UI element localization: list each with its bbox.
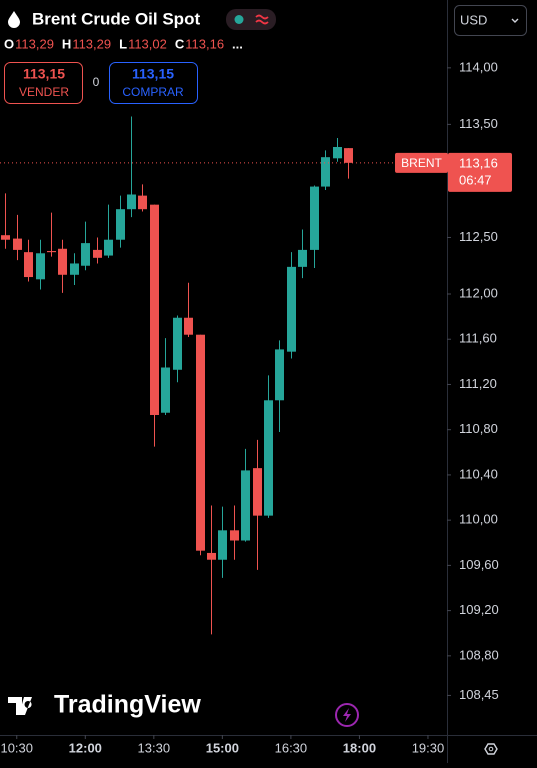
y-tick-label: 110,80 <box>459 421 498 436</box>
ohlc-key: O <box>4 36 14 51</box>
y-tick-label: 112,00 <box>459 285 498 300</box>
candle-body <box>253 468 262 516</box>
ohlc-value: 113,02 <box>128 36 167 51</box>
status-pill[interactable] <box>226 9 276 30</box>
lightning-button[interactable] <box>335 703 359 727</box>
symbol-tag <box>395 152 448 173</box>
candle-body <box>310 186 319 250</box>
settings-icon <box>488 746 494 752</box>
candle-body <box>264 400 273 516</box>
candle-body <box>173 317 182 370</box>
spread: 0 <box>93 75 100 89</box>
candle-body <box>184 317 193 335</box>
x-tick-label: 12:00 <box>69 740 102 755</box>
symbol-title: Brent Crude Oil Spot <box>32 9 200 28</box>
candle-body <box>321 157 330 187</box>
y-tick-label: 110,00 <box>459 512 498 527</box>
buy-button[interactable] <box>109 62 198 104</box>
candle-body <box>241 470 250 541</box>
candle-body <box>1 235 10 240</box>
y-tick-label: 108,80 <box>459 647 499 662</box>
y-tick-label: 109,20 <box>459 602 499 617</box>
candles <box>1 116 353 635</box>
last-price-tag <box>448 152 512 192</box>
candle-body <box>218 530 227 560</box>
candle-body <box>150 204 159 415</box>
buy-label: COMPRAR <box>122 85 184 99</box>
y-tick-label: 110,40 <box>459 466 498 481</box>
ohlc-key: L <box>119 36 127 51</box>
candle-body <box>207 552 216 560</box>
candle-body <box>24 252 33 278</box>
currency-select[interactable] <box>454 5 527 36</box>
currency-label: USD <box>460 12 487 27</box>
candle-body <box>287 266 296 352</box>
candle-body <box>275 349 284 401</box>
ohlc-value: 113,16 <box>185 36 224 51</box>
ohlc-key: H <box>62 36 71 51</box>
countdown: 06:47 <box>459 172 492 187</box>
symbol-icon <box>8 11 20 28</box>
x-tick-label: 13:30 <box>138 740 171 755</box>
x-tick-label: 19:30 <box>412 740 445 755</box>
y-tick-label: 113,50 <box>459 116 498 131</box>
market-open-dot <box>234 15 244 24</box>
ohlc-value: 113,29 <box>72 36 111 51</box>
candle-body <box>333 147 342 159</box>
candle-body <box>161 367 170 413</box>
candle-body <box>58 248 67 275</box>
ohlc-header: O 113,29 H 113,29 L 113,02 C 113,16... <box>4 36 243 51</box>
buy-price: 113,15 <box>132 66 174 82</box>
symbol-tag-label: BRENT <box>401 156 442 170</box>
lightning-icon <box>343 708 351 722</box>
sell-label: VENDER <box>19 85 69 99</box>
candle-body <box>81 243 90 266</box>
candle-body <box>47 251 56 253</box>
candle-body <box>104 239 113 256</box>
chevron <box>511 18 519 23</box>
ohlc-key: C <box>175 36 185 51</box>
candle-body <box>196 334 205 551</box>
y-tick-label: 114,00 <box>459 59 498 74</box>
y-tick-label: 108,45 <box>459 687 499 702</box>
y-tick-label: 111,20 <box>459 376 497 391</box>
candle-body <box>116 209 125 240</box>
candle-body <box>13 238 22 250</box>
more-button[interactable]: ... <box>232 36 243 51</box>
watermark: TradingView <box>54 691 201 719</box>
y-tick-label: 112,50 <box>459 229 498 244</box>
y-tick-label: 109,60 <box>459 557 499 572</box>
last-price-label: 113,16 <box>459 155 498 170</box>
ohlc-value: 113,29 <box>15 36 54 51</box>
x-tick-label: 10:30 <box>0 740 33 755</box>
x-tick-label: 18:00 <box>343 740 376 755</box>
candle-body <box>298 249 307 267</box>
settings-button[interactable] <box>484 743 498 755</box>
candle-body <box>138 195 147 210</box>
candle-body <box>344 148 353 163</box>
x-tick-label: 15:00 <box>206 740 239 755</box>
candle-body <box>70 263 79 275</box>
tradingview-logo <box>8 697 32 715</box>
candle-body <box>36 253 45 280</box>
y-tick-label: 111,60 <box>459 331 497 346</box>
candle-body <box>127 194 136 210</box>
delay-icon <box>255 14 269 25</box>
sell-button[interactable] <box>4 62 83 104</box>
x-tick-label: 16:30 <box>275 740 308 755</box>
candle-body <box>230 530 239 541</box>
sell-price: 113,15 <box>23 66 65 82</box>
candle-body <box>93 249 102 258</box>
